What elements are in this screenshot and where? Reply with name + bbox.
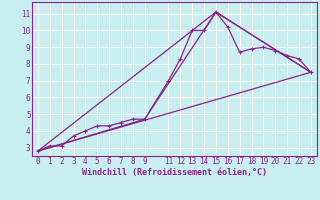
- X-axis label: Windchill (Refroidissement éolien,°C): Windchill (Refroidissement éolien,°C): [82, 168, 267, 177]
